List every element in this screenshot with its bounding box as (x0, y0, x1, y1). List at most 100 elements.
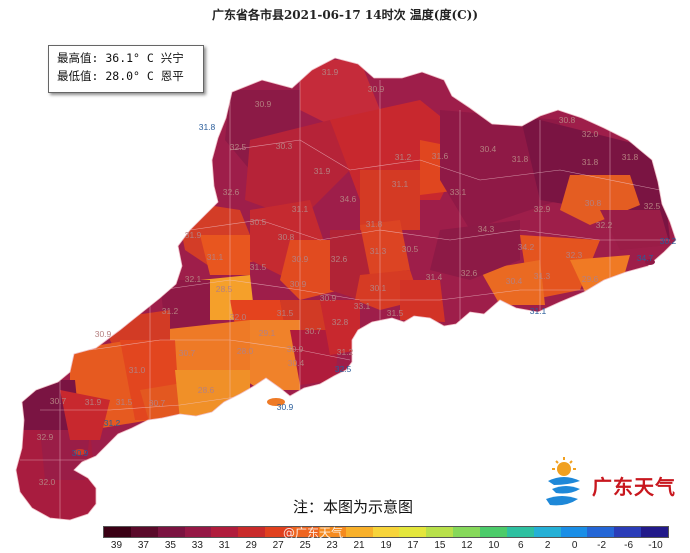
colorbar-tick-label: 29 (245, 540, 257, 551)
colorbar-swatch (238, 527, 266, 537)
station-temp-label: 32.3 (566, 250, 583, 260)
station-temp-label: 30.9 (287, 344, 304, 354)
colorbar-ticks: 39 37 35 33 31 29 27 25 23 21 19 17 15 12 10 6 2 0 -2 -6 -10 (103, 540, 669, 553)
station-temp-label: 30.9 (368, 84, 385, 94)
station-temp-label: 32.1 (185, 274, 202, 284)
station-temp-label: 34.3 (478, 224, 495, 234)
temperature-colorbar (103, 526, 669, 538)
colorbar-tick-label: 39 (110, 540, 123, 551)
station-temp-label: 30.7 (179, 348, 196, 358)
colorbar-swatch (372, 527, 400, 537)
station-temp-label: 31.5 (277, 308, 294, 318)
min-value-line: 最低值: 28.0° C 恩平 (57, 69, 184, 83)
disclaimer-note: 注：本图为示意图 (293, 498, 414, 516)
station-temp-label: 30.9 (255, 99, 272, 109)
map-title: 广东省各市县2021-06-17 14时次 温度(度(C)) (211, 8, 479, 22)
station-temp-label: 30.7 (50, 396, 67, 406)
station-temp-label: 31.6 (432, 151, 449, 161)
colorbar-swatch (453, 527, 481, 537)
station-temp-label: 28.5 (216, 284, 233, 294)
logo-text: 广东天气 (592, 475, 676, 499)
station-temp-label: 31.1 (392, 179, 409, 189)
colorbar-tick-label: -10 (648, 540, 663, 551)
station-temp-label: 31.4 (426, 272, 443, 282)
station-temp-label: 30.8 (559, 115, 576, 125)
station-temp-label: 30.3 (276, 141, 293, 151)
colorbar-swatch (211, 527, 239, 537)
station-temp-label: 32.5 (230, 142, 247, 152)
station-temp-label: 28.6 (198, 385, 215, 395)
station-temp-label: 31.5 (250, 262, 267, 272)
extremes-box: 最高值: 36.1° C 兴宁 最低值: 28.0° C 恩平 (48, 45, 204, 93)
station-temp-label: 32.9 (37, 432, 54, 442)
watermark: @广东天气 (283, 526, 344, 540)
station-temp-label: 31.5 (116, 397, 133, 407)
station-temp-label: 28.0 (237, 346, 254, 356)
colorbar-tick-label: 15 (434, 540, 446, 551)
station-temp-label: 31.9 (314, 166, 331, 176)
colorbar-swatch (399, 527, 427, 537)
colorbar-tick-label: -6 (624, 540, 634, 551)
station-temp-label: 30.8 (278, 232, 295, 242)
station-temp-label: 32.2 (596, 220, 613, 230)
station-temp-label: 30.9 (72, 448, 89, 458)
station-labels: 31.9 30.9 30.9 31.8 32.5 30.3 31.6 31.2 30.4 30.8… (37, 67, 677, 487)
station-temp-label: 31.8 (366, 219, 383, 229)
island (74, 449, 86, 455)
station-temp-label: 31.8 (622, 152, 639, 162)
colorbar-tick-label: -2 (597, 540, 607, 551)
station-temp-label: 29.1 (259, 328, 276, 338)
station-temp-label: 30.9 (320, 293, 337, 303)
colorbar-swatch (480, 527, 507, 537)
colorbar-tick-label: 0 (571, 540, 578, 551)
station-temp-label: 30.9 (290, 279, 307, 289)
island (645, 259, 655, 265)
colorbar-swatch (265, 527, 293, 537)
station-temp-label: 31.1 (292, 204, 309, 214)
station-temp-label: 30.1 (370, 283, 387, 293)
colorbar-swatch (318, 527, 346, 537)
colorbar-swatch (641, 527, 669, 537)
station-temp-label: 30.4 (288, 358, 305, 368)
station-temp-label: 31.2 (395, 152, 412, 162)
colorbar-tick-label: 27 (272, 540, 284, 551)
station-temp-label: 33.1 (354, 301, 371, 311)
colorbar-tick-label: 2 (544, 540, 551, 551)
colorbar-swatch (292, 527, 319, 537)
station-temp-label: 32.0 (230, 312, 247, 322)
colorbar-tick-label: 25 (299, 540, 311, 551)
station-temp-label: 29.6 (582, 274, 599, 284)
station-temp-label: 30.4 (506, 276, 523, 286)
station-temp-label: 31.2 (162, 306, 179, 316)
colorbar-tick-label: 37 (137, 540, 149, 551)
station-temp-label: 34.2 (518, 242, 535, 252)
colorbar-swatch (426, 527, 454, 537)
colorbar-tick-label: 23 (326, 540, 338, 551)
station-temp-label: 31.8 (512, 154, 529, 164)
station-temp-label: 30.9 (277, 402, 294, 412)
station-temp-label: 32.6 (461, 268, 478, 278)
station-temp-label: 32.6 (223, 187, 240, 197)
station-temp-label: 30.2 (660, 236, 677, 246)
colorbar-tick-label: 31 (218, 540, 230, 551)
station-temp-label: 33.1 (450, 187, 467, 197)
colorbar-tick-label: 17 (407, 540, 419, 551)
province-outline (15, 57, 677, 521)
colorbar-swatch (104, 527, 131, 537)
station-temp-label: 31.8 (582, 157, 599, 167)
colorbar-tick-label: 33 (191, 540, 203, 551)
island (267, 398, 285, 406)
colorbar-swatch (587, 527, 615, 537)
colorbar-tick-label: 19 (380, 540, 392, 551)
station-temp-label: 32.9 (534, 204, 551, 214)
station-temp-label: 30.8 (585, 198, 602, 208)
station-temp-label: 31.9 (322, 67, 339, 77)
station-temp-label: 32.0 (582, 129, 599, 139)
station-temp-label: 30.5 (250, 217, 267, 227)
station-temp-label: 31.0 (129, 365, 146, 375)
station-temp-label: 30.4 (480, 144, 497, 154)
colorbar-tick-label: 35 (164, 540, 176, 551)
station-temp-label: 31.5 (387, 308, 404, 318)
station-temp-label: 31.3 (534, 271, 551, 281)
